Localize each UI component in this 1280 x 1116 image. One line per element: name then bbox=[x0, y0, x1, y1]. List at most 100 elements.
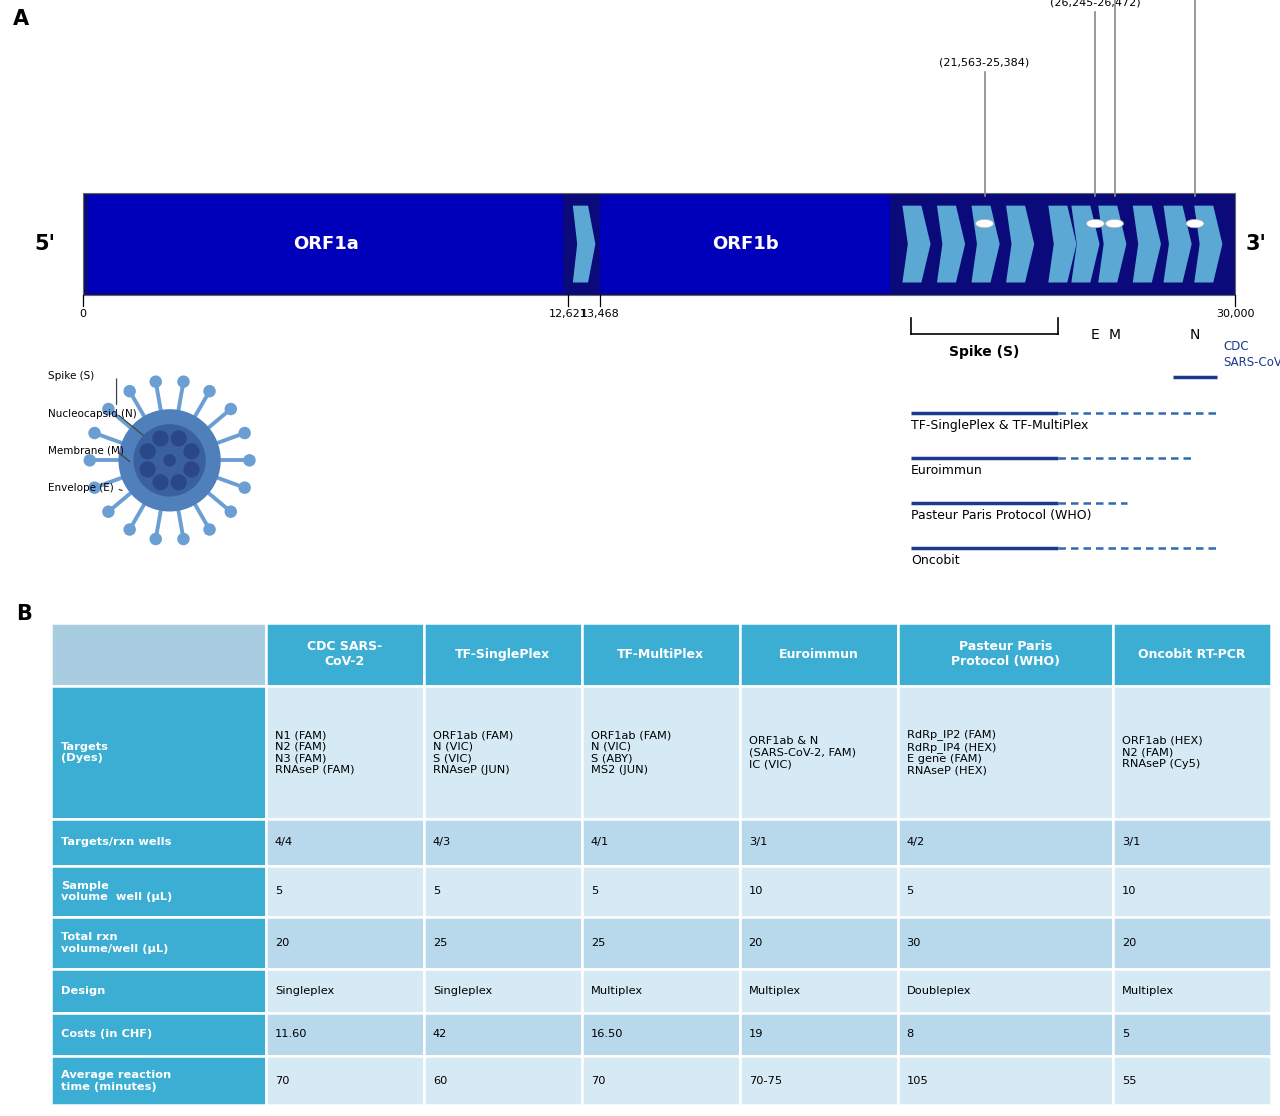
Text: Sample
volume  well (μL): Sample volume well (μL) bbox=[60, 881, 172, 902]
Bar bbox=[582, 917, 740, 969]
Text: Costs (in CHF): Costs (in CHF) bbox=[60, 1029, 152, 1039]
Bar bbox=[266, 917, 424, 969]
Polygon shape bbox=[972, 205, 1000, 282]
Text: ORF1b: ORF1b bbox=[712, 235, 778, 253]
Text: 4/3: 4/3 bbox=[433, 837, 451, 847]
Circle shape bbox=[102, 506, 115, 518]
Bar bbox=[266, 969, 424, 1012]
Text: 10: 10 bbox=[749, 886, 763, 896]
Text: 5: 5 bbox=[275, 886, 282, 896]
Circle shape bbox=[88, 426, 101, 440]
Text: 3': 3' bbox=[1245, 234, 1266, 254]
Text: 5: 5 bbox=[906, 886, 914, 896]
Circle shape bbox=[152, 431, 169, 446]
Text: TF-MultiPlex: TF-MultiPlex bbox=[617, 647, 704, 661]
Bar bbox=[51, 623, 266, 685]
Text: Spike (S): Spike (S) bbox=[47, 372, 95, 381]
Text: Euroimmun: Euroimmun bbox=[911, 464, 983, 477]
Circle shape bbox=[102, 403, 115, 415]
Bar bbox=[1114, 917, 1271, 969]
Circle shape bbox=[164, 454, 175, 466]
Text: N1 (FAM)
N2 (FAM)
N3 (FAM)
RNAseP (FAM): N1 (FAM) N2 (FAM) N3 (FAM) RNAseP (FAM) bbox=[275, 730, 355, 775]
Bar bbox=[266, 623, 424, 685]
Text: 25: 25 bbox=[433, 939, 447, 949]
Bar bbox=[897, 623, 1114, 685]
Text: RdRp_IP2 (FAM)
RdRp_IP4 (HEX)
E gene (FAM)
RNAseP (HEX): RdRp_IP2 (FAM) RdRp_IP4 (HEX) E gene (FA… bbox=[906, 729, 996, 776]
Text: (21,563-25,384): (21,563-25,384) bbox=[940, 58, 1029, 67]
Polygon shape bbox=[902, 205, 931, 282]
Text: TF-SinglePlex: TF-SinglePlex bbox=[456, 647, 550, 661]
Bar bbox=[266, 819, 424, 866]
Text: Singleplex: Singleplex bbox=[275, 985, 334, 995]
Text: CDC
SARS-CoV-2: CDC SARS-CoV-2 bbox=[1224, 340, 1280, 369]
Bar bbox=[740, 623, 897, 685]
Text: 70-75: 70-75 bbox=[749, 1076, 782, 1086]
Text: Multiplex: Multiplex bbox=[1123, 985, 1174, 995]
Bar bbox=[1114, 685, 1271, 819]
Circle shape bbox=[975, 220, 993, 228]
Bar bbox=[266, 1056, 424, 1105]
Polygon shape bbox=[1194, 205, 1222, 282]
Bar bbox=[88, 195, 563, 292]
Text: 5': 5' bbox=[35, 234, 55, 254]
Text: Pasteur Paris Protocol (WHO): Pasteur Paris Protocol (WHO) bbox=[911, 509, 1092, 522]
Bar bbox=[51, 866, 266, 917]
Bar bbox=[740, 685, 897, 819]
Text: Oncobit: Oncobit bbox=[911, 555, 960, 567]
Circle shape bbox=[204, 523, 216, 536]
Polygon shape bbox=[937, 205, 965, 282]
Text: 30: 30 bbox=[906, 939, 922, 949]
Text: Euroimmun: Euroimmun bbox=[778, 647, 859, 661]
Circle shape bbox=[224, 506, 237, 518]
Bar bbox=[740, 866, 897, 917]
Text: 4/2: 4/2 bbox=[906, 837, 924, 847]
Bar bbox=[740, 917, 897, 969]
Text: ORF1ab & N
(SARS-CoV-2, FAM)
IC (VIC): ORF1ab & N (SARS-CoV-2, FAM) IC (VIC) bbox=[749, 735, 855, 769]
Bar bbox=[51, 917, 266, 969]
Text: Targets/rxn wells: Targets/rxn wells bbox=[60, 837, 172, 847]
Circle shape bbox=[238, 481, 251, 494]
Text: Targets
(Dyes): Targets (Dyes) bbox=[60, 742, 109, 763]
Text: ORF1ab (FAM)
N (VIC)
S (VIC)
RNAseP (JUN): ORF1ab (FAM) N (VIC) S (VIC) RNAseP (JUN… bbox=[433, 730, 513, 775]
Bar bbox=[424, 1012, 582, 1056]
Text: 3/1: 3/1 bbox=[749, 837, 767, 847]
Circle shape bbox=[1187, 220, 1204, 228]
Bar bbox=[1114, 866, 1271, 917]
Circle shape bbox=[88, 481, 101, 494]
Bar bbox=[51, 685, 266, 819]
Text: Singleplex: Singleplex bbox=[433, 985, 492, 995]
Bar bbox=[897, 866, 1114, 917]
Text: M: M bbox=[1108, 328, 1120, 343]
Polygon shape bbox=[1098, 205, 1126, 282]
Text: Pasteur Paris
Protocol (WHO): Pasteur Paris Protocol (WHO) bbox=[951, 641, 1060, 668]
Bar bbox=[424, 685, 582, 819]
Text: Total rxn
volume/well (μL): Total rxn volume/well (μL) bbox=[60, 932, 168, 954]
Text: N: N bbox=[1190, 328, 1201, 343]
Bar bbox=[897, 969, 1114, 1012]
Bar bbox=[740, 819, 897, 866]
Bar bbox=[582, 1056, 740, 1105]
Circle shape bbox=[119, 410, 220, 511]
Text: 5: 5 bbox=[590, 886, 598, 896]
Text: 25: 25 bbox=[590, 939, 605, 949]
Bar bbox=[582, 969, 740, 1012]
Text: Average reaction
time (minutes): Average reaction time (minutes) bbox=[60, 1070, 172, 1091]
Bar bbox=[51, 1056, 266, 1105]
Text: 13,468: 13,468 bbox=[581, 308, 620, 318]
Circle shape bbox=[183, 443, 200, 460]
Text: 20: 20 bbox=[275, 939, 289, 949]
Text: (26,245-26,472): (26,245-26,472) bbox=[1050, 0, 1140, 7]
Text: 12,621: 12,621 bbox=[548, 308, 588, 318]
Text: 55: 55 bbox=[1123, 1076, 1137, 1086]
Text: Membrane (M): Membrane (M) bbox=[47, 446, 124, 456]
Bar bbox=[1114, 1012, 1271, 1056]
Text: Multiplex: Multiplex bbox=[749, 985, 801, 995]
Text: Envelope (E): Envelope (E) bbox=[47, 483, 114, 493]
Text: 20: 20 bbox=[749, 939, 763, 949]
Polygon shape bbox=[1006, 205, 1034, 282]
Text: E: E bbox=[1091, 328, 1100, 343]
Bar bbox=[1114, 819, 1271, 866]
Bar bbox=[51, 1012, 266, 1056]
Bar bbox=[740, 1012, 897, 1056]
Text: Design: Design bbox=[60, 985, 105, 995]
